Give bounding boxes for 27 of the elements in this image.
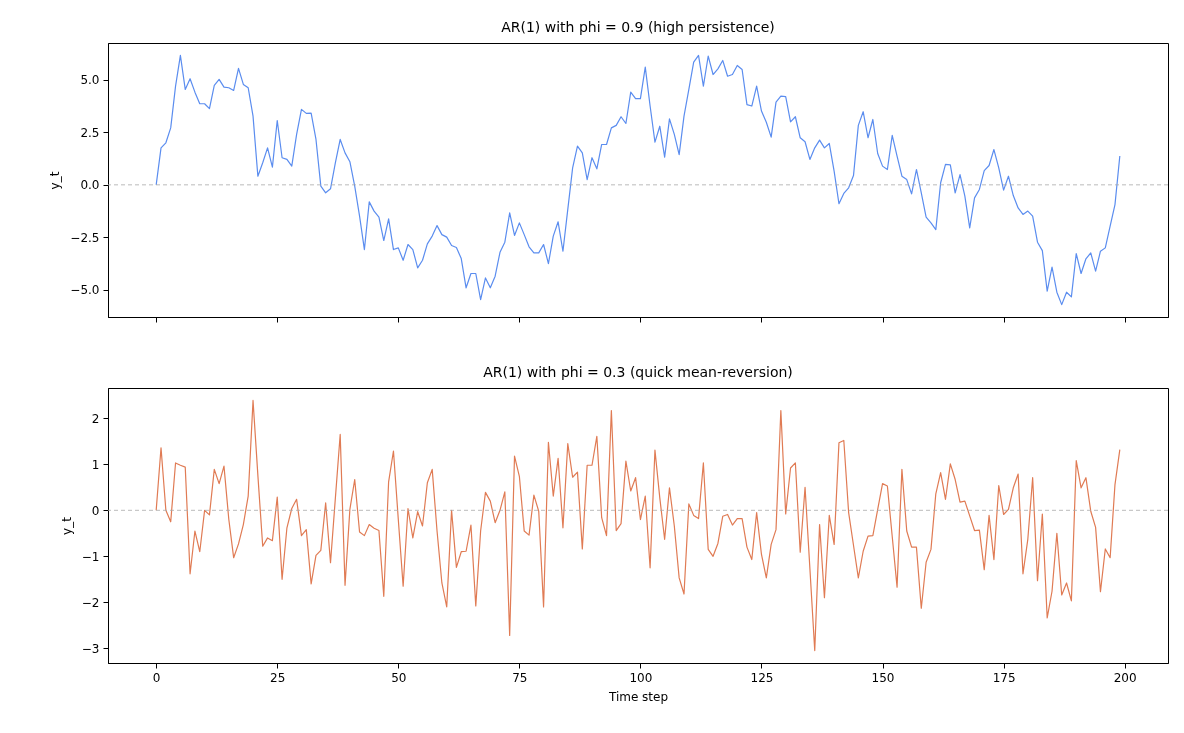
chart-title: AR(1) with phi = 0.9 (high persistence)	[501, 19, 775, 35]
y-tick-label: 5.0	[80, 73, 100, 88]
x-axis-title: Time step	[607, 689, 669, 704]
y-tick-label: −3	[81, 641, 100, 656]
y-axis-title: y_t	[59, 516, 74, 535]
y-tick-label: −1	[81, 549, 100, 564]
chart-title: AR(1) with phi = 0.3 (quick mean-reversion)	[483, 364, 793, 380]
x-tick-label: 100	[629, 670, 653, 685]
y-tick-label: 0.0	[80, 178, 100, 193]
y-tick-label: 2	[91, 411, 100, 426]
x-tick-label: 150	[871, 670, 895, 685]
x-tick-label: 0	[152, 670, 161, 685]
line-series	[155, 399, 1121, 652]
x-tick-label: 75	[512, 670, 528, 685]
y-tick-label: 1	[91, 457, 100, 472]
y-tick-label: −2	[81, 595, 100, 610]
x-tick-label: 200	[1113, 670, 1137, 685]
x-tick-label: 125	[750, 670, 774, 685]
x-tick-label: 25	[270, 670, 286, 685]
y-tick-label: −5.0	[70, 283, 100, 298]
line-series	[155, 54, 1121, 306]
y-axis-title: y_t	[48, 171, 63, 190]
y-tick-label: 2.5	[80, 125, 100, 140]
x-tick-label: 50	[391, 670, 407, 685]
y-tick-label: 0	[91, 503, 100, 518]
x-tick-label: 175	[992, 670, 1016, 685]
y-tick-label: −2.5	[70, 230, 100, 245]
